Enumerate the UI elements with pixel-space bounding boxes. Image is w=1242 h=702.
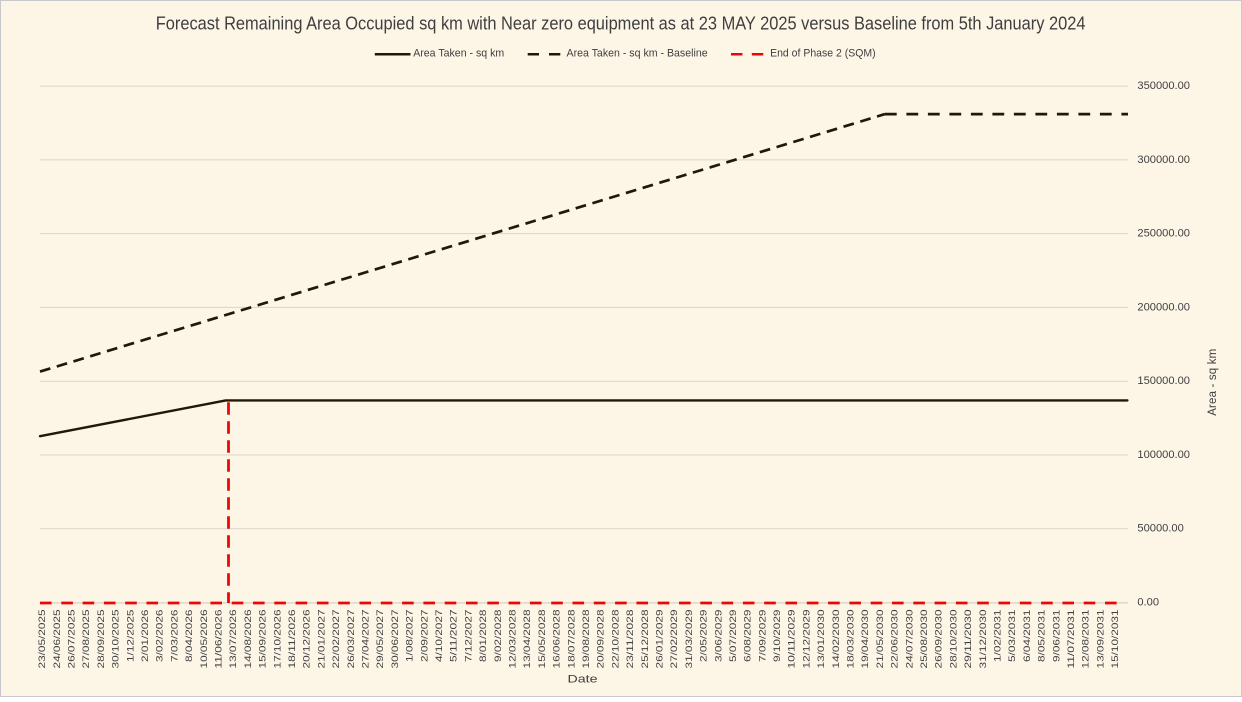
svg-text:23/11/2028: 23/11/2028 bbox=[624, 610, 635, 669]
svg-text:14/08/2026: 14/08/2026 bbox=[242, 610, 253, 669]
svg-text:26/07/2025: 26/07/2025 bbox=[66, 610, 77, 669]
svg-text:24/06/2025: 24/06/2025 bbox=[51, 610, 62, 669]
svg-text:3/02/2026: 3/02/2026 bbox=[154, 610, 165, 663]
svg-text:21/05/2030: 21/05/2030 bbox=[874, 610, 885, 669]
svg-text:18/03/2030: 18/03/2030 bbox=[845, 610, 856, 669]
svg-text:Forecast Remaining Area Occupi: Forecast Remaining Area Occupied sq km w… bbox=[156, 14, 1086, 34]
svg-text:22/06/2030: 22/06/2030 bbox=[889, 610, 900, 669]
svg-text:6/08/2029: 6/08/2029 bbox=[742, 610, 753, 663]
svg-text:1/02/2031: 1/02/2031 bbox=[992, 610, 1003, 663]
svg-text:50000.00: 50000.00 bbox=[1137, 523, 1183, 535]
svg-text:5/03/2031: 5/03/2031 bbox=[1006, 610, 1017, 663]
svg-text:10/11/2029: 10/11/2029 bbox=[786, 610, 797, 669]
svg-text:5/11/2027: 5/11/2027 bbox=[448, 610, 459, 663]
svg-text:150000.00: 150000.00 bbox=[1137, 375, 1190, 387]
svg-text:10/05/2026: 10/05/2026 bbox=[198, 610, 209, 669]
svg-text:0.00: 0.00 bbox=[1137, 597, 1159, 609]
svg-text:7/12/2027: 7/12/2027 bbox=[462, 610, 473, 663]
svg-text:26/03/2027: 26/03/2027 bbox=[345, 610, 356, 669]
svg-text:200000.00: 200000.00 bbox=[1137, 301, 1190, 313]
svg-text:19/08/2028: 19/08/2028 bbox=[580, 610, 591, 669]
svg-text:20/12/2026: 20/12/2026 bbox=[301, 610, 312, 669]
svg-text:8/01/2028: 8/01/2028 bbox=[477, 610, 488, 663]
svg-text:4/10/2027: 4/10/2027 bbox=[433, 610, 444, 663]
svg-text:24/07/2030: 24/07/2030 bbox=[903, 610, 914, 669]
svg-text:15/10/2031: 15/10/2031 bbox=[1109, 610, 1120, 669]
svg-text:12/12/2029: 12/12/2029 bbox=[800, 610, 811, 669]
svg-text:17/10/2026: 17/10/2026 bbox=[271, 610, 282, 669]
svg-text:29/05/2027: 29/05/2027 bbox=[374, 610, 385, 669]
svg-text:23/05/2025: 23/05/2025 bbox=[36, 610, 47, 669]
svg-text:26/01/2029: 26/01/2029 bbox=[654, 610, 665, 669]
svg-text:11/07/2031: 11/07/2031 bbox=[1065, 610, 1076, 669]
svg-text:27/04/2027: 27/04/2027 bbox=[360, 610, 371, 669]
svg-text:13/07/2026: 13/07/2026 bbox=[227, 610, 238, 669]
svg-text:12/08/2031: 12/08/2031 bbox=[1080, 610, 1091, 669]
svg-text:18/07/2028: 18/07/2028 bbox=[565, 610, 576, 669]
svg-text:31/12/2030: 31/12/2030 bbox=[977, 610, 988, 669]
svg-text:9/06/2031: 9/06/2031 bbox=[1050, 610, 1061, 663]
svg-text:15/05/2028: 15/05/2028 bbox=[536, 610, 547, 669]
svg-text:12/03/2028: 12/03/2028 bbox=[507, 610, 518, 669]
svg-text:9/02/2028: 9/02/2028 bbox=[492, 610, 503, 663]
svg-text:30/10/2025: 30/10/2025 bbox=[110, 610, 121, 669]
svg-text:13/09/2031: 13/09/2031 bbox=[1094, 610, 1105, 669]
svg-text:7/09/2029: 7/09/2029 bbox=[756, 610, 767, 663]
svg-text:13/01/2030: 13/01/2030 bbox=[815, 610, 826, 669]
svg-text:2/01/2026: 2/01/2026 bbox=[139, 610, 150, 663]
svg-text:31/03/2029: 31/03/2029 bbox=[683, 610, 694, 669]
svg-text:19/04/2030: 19/04/2030 bbox=[859, 610, 870, 669]
svg-text:2/09/2027: 2/09/2027 bbox=[418, 610, 429, 663]
svg-text:250000.00: 250000.00 bbox=[1137, 228, 1190, 240]
svg-text:1/08/2027: 1/08/2027 bbox=[404, 610, 415, 663]
svg-text:Date: Date bbox=[568, 674, 598, 686]
svg-text:8/05/2031: 8/05/2031 bbox=[1036, 610, 1047, 663]
svg-text:28/10/2030: 28/10/2030 bbox=[947, 610, 958, 669]
svg-text:28/09/2025: 28/09/2025 bbox=[95, 610, 106, 669]
svg-text:18/11/2026: 18/11/2026 bbox=[286, 610, 297, 669]
svg-text:25/12/2028: 25/12/2028 bbox=[639, 610, 650, 669]
svg-text:25/08/2030: 25/08/2030 bbox=[918, 610, 929, 669]
svg-text:End of Phase 2 (SQM): End of Phase 2 (SQM) bbox=[770, 47, 876, 59]
svg-text:14/02/2030: 14/02/2030 bbox=[830, 610, 841, 669]
svg-text:22/10/2028: 22/10/2028 bbox=[609, 610, 620, 669]
svg-text:16/06/2028: 16/06/2028 bbox=[551, 610, 562, 669]
svg-text:100000.00: 100000.00 bbox=[1137, 449, 1190, 461]
svg-text:300000.00: 300000.00 bbox=[1137, 154, 1190, 166]
svg-text:29/11/2030: 29/11/2030 bbox=[962, 610, 973, 669]
svg-text:22/02/2027: 22/02/2027 bbox=[330, 610, 341, 669]
svg-text:3/06/2029: 3/06/2029 bbox=[712, 610, 723, 663]
svg-text:15/09/2026: 15/09/2026 bbox=[257, 610, 268, 669]
svg-text:13/04/2028: 13/04/2028 bbox=[521, 610, 532, 669]
svg-text:6/04/2031: 6/04/2031 bbox=[1021, 610, 1032, 663]
svg-text:9/10/2029: 9/10/2029 bbox=[771, 610, 782, 663]
svg-text:2/05/2029: 2/05/2029 bbox=[698, 610, 709, 663]
svg-text:20/09/2028: 20/09/2028 bbox=[595, 610, 606, 669]
svg-text:Area - sq km: Area - sq km bbox=[1207, 349, 1219, 416]
svg-text:5/07/2029: 5/07/2029 bbox=[727, 610, 738, 663]
svg-text:11/06/2026: 11/06/2026 bbox=[213, 610, 224, 669]
svg-text:30/06/2027: 30/06/2027 bbox=[389, 610, 400, 669]
svg-text:7/03/2026: 7/03/2026 bbox=[168, 610, 179, 663]
svg-text:27/08/2025: 27/08/2025 bbox=[80, 610, 91, 669]
svg-text:8/04/2026: 8/04/2026 bbox=[183, 610, 194, 663]
svg-text:1/12/2025: 1/12/2025 bbox=[124, 610, 135, 663]
svg-text:21/01/2027: 21/01/2027 bbox=[315, 610, 326, 669]
svg-text:350000.00: 350000.00 bbox=[1137, 80, 1190, 92]
svg-text:26/09/2030: 26/09/2030 bbox=[933, 610, 944, 669]
svg-text:Area Taken - sq km: Area Taken - sq km bbox=[413, 47, 504, 59]
svg-text:Area Taken - sq km - Baseline: Area Taken - sq km - Baseline bbox=[567, 47, 708, 59]
svg-text:27/02/2029: 27/02/2029 bbox=[668, 610, 679, 669]
